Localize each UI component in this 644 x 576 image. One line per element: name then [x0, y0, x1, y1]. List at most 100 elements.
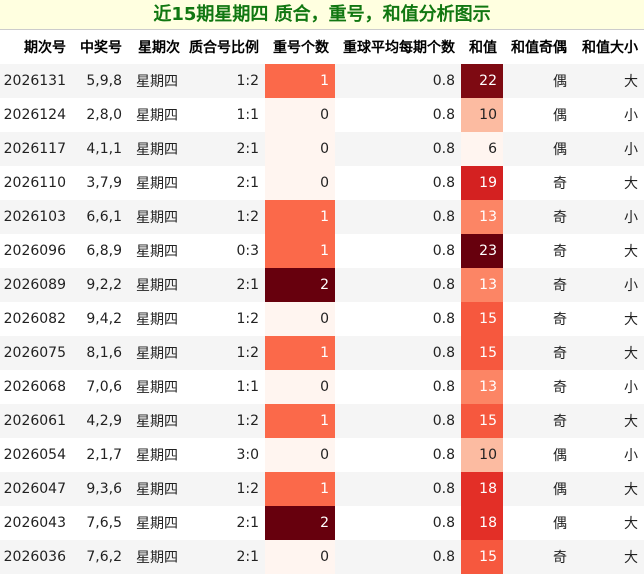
issue-cell: 2026047 [0, 472, 72, 506]
table-row: 2026036 7,6,2 星期四 2:1 0 0.8 15 奇大 [0, 540, 644, 574]
avg-cell: 0.8 [335, 370, 461, 404]
sum-cell: 6 [461, 132, 503, 166]
table-row: 2026131 5,9,8 星期四 1:2 1 0.8 22 偶大 [0, 64, 644, 98]
numbers-cell: 4,1,1 [72, 132, 128, 166]
column-header[interactable]: 重号个数 [265, 30, 335, 64]
weekday-cell: 星期四 [128, 506, 186, 540]
column-header[interactable]: 期次号 [0, 30, 72, 64]
table-row: 2026082 9,4,2 星期四 1:2 0 0.8 15 奇大 [0, 302, 644, 336]
parity-cell: 奇 [503, 336, 573, 370]
parity-cell: 奇 [503, 302, 573, 336]
avg-cell: 0.8 [335, 336, 461, 370]
analysis-table: 期次号 中奖号 星期次 质合号比例 重号个数 重球平均每期个数 和值 和值奇偶 和值大小 202… [0, 30, 644, 574]
repeat-cell: 1 [265, 336, 335, 370]
weekday-cell: 星期四 [128, 540, 186, 574]
numbers-cell: 6,8,9 [72, 234, 128, 268]
size-cell: 大 [573, 234, 644, 268]
ratio-cell: 2:1 [186, 268, 265, 302]
table-row: 2026089 9,2,2 星期四 2:1 2 0.8 13 奇小 [0, 268, 644, 302]
ratio-cell: 2:1 [186, 166, 265, 200]
ratio-cell: 1:2 [186, 336, 265, 370]
sum-cell: 15 [461, 336, 503, 370]
ratio-cell: 2:1 [186, 540, 265, 574]
size-cell: 大 [573, 166, 644, 200]
ratio-cell: 1:2 [186, 64, 265, 98]
column-header[interactable]: 中奖号 [72, 30, 128, 64]
parity-cell: 偶 [503, 438, 573, 472]
numbers-cell: 2,1,7 [72, 438, 128, 472]
parity-cell: 奇 [503, 234, 573, 268]
table-row: 2026103 6,6,1 星期四 1:2 1 0.8 13 奇小 [0, 200, 644, 234]
weekday-cell: 星期四 [128, 472, 186, 506]
sum-cell: 13 [461, 370, 503, 404]
issue-cell: 2026061 [0, 404, 72, 438]
sum-cell: 15 [461, 540, 503, 574]
ratio-cell: 1:2 [186, 472, 265, 506]
parity-cell: 偶 [503, 132, 573, 166]
column-header[interactable]: 和值 [461, 30, 503, 64]
avg-cell: 0.8 [335, 506, 461, 540]
numbers-cell: 2,8,0 [72, 98, 128, 132]
table-row: 2026043 7,6,5 星期四 2:1 2 0.8 18 偶大 [0, 506, 644, 540]
page-title: 近15期星期四 质合，重号，和值分析图示 [0, 0, 644, 30]
issue-cell: 2026043 [0, 506, 72, 540]
sum-cell: 13 [461, 200, 503, 234]
column-header[interactable]: 和值奇偶 [503, 30, 573, 64]
weekday-cell: 星期四 [128, 200, 186, 234]
issue-cell: 2026082 [0, 302, 72, 336]
weekday-cell: 星期四 [128, 336, 186, 370]
sum-cell: 22 [461, 64, 503, 98]
ratio-cell: 2:1 [186, 132, 265, 166]
avg-cell: 0.8 [335, 234, 461, 268]
table-row: 2026068 7,0,6 星期四 1:1 0 0.8 13 奇小 [0, 370, 644, 404]
weekday-cell: 星期四 [128, 132, 186, 166]
repeat-cell: 0 [265, 438, 335, 472]
repeat-cell: 0 [265, 132, 335, 166]
ratio-cell: 1:2 [186, 404, 265, 438]
parity-cell: 偶 [503, 98, 573, 132]
sum-cell: 23 [461, 234, 503, 268]
column-header[interactable]: 星期次 [128, 30, 186, 64]
size-cell: 小 [573, 370, 644, 404]
numbers-cell: 9,4,2 [72, 302, 128, 336]
size-cell: 小 [573, 200, 644, 234]
issue-cell: 2026054 [0, 438, 72, 472]
weekday-cell: 星期四 [128, 404, 186, 438]
repeat-cell: 0 [265, 98, 335, 132]
avg-cell: 0.8 [335, 166, 461, 200]
issue-cell: 2026068 [0, 370, 72, 404]
repeat-cell: 1 [265, 234, 335, 268]
numbers-cell: 5,9,8 [72, 64, 128, 98]
size-cell: 小 [573, 132, 644, 166]
avg-cell: 0.8 [335, 200, 461, 234]
table-row: 2026061 4,2,9 星期四 1:2 1 0.8 15 奇大 [0, 404, 644, 438]
size-cell: 大 [573, 404, 644, 438]
sum-cell: 18 [461, 506, 503, 540]
repeat-cell: 0 [265, 166, 335, 200]
issue-cell: 2026075 [0, 336, 72, 370]
size-cell: 大 [573, 336, 644, 370]
numbers-cell: 8,1,6 [72, 336, 128, 370]
column-header[interactable]: 质合号比例 [186, 30, 265, 64]
sum-cell: 15 [461, 302, 503, 336]
size-cell: 小 [573, 438, 644, 472]
size-cell: 小 [573, 268, 644, 302]
repeat-cell: 1 [265, 200, 335, 234]
table-row: 2026047 9,3,6 星期四 1:2 1 0.8 18 偶大 [0, 472, 644, 506]
issue-cell: 2026089 [0, 268, 72, 302]
column-header[interactable]: 和值大小 [573, 30, 644, 64]
parity-cell: 奇 [503, 370, 573, 404]
weekday-cell: 星期四 [128, 98, 186, 132]
parity-cell: 偶 [503, 64, 573, 98]
parity-cell: 奇 [503, 200, 573, 234]
numbers-cell: 9,2,2 [72, 268, 128, 302]
sum-cell: 13 [461, 268, 503, 302]
issue-cell: 2026124 [0, 98, 72, 132]
parity-cell: 偶 [503, 506, 573, 540]
repeat-cell: 0 [265, 370, 335, 404]
ratio-cell: 1:2 [186, 200, 265, 234]
avg-cell: 0.8 [335, 132, 461, 166]
column-header[interactable]: 重球平均每期个数 [335, 30, 461, 64]
avg-cell: 0.8 [335, 64, 461, 98]
weekday-cell: 星期四 [128, 268, 186, 302]
